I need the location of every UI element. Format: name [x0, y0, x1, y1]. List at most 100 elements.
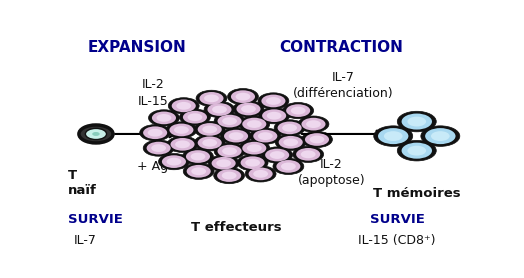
Circle shape: [216, 159, 231, 167]
Circle shape: [151, 144, 166, 152]
Circle shape: [233, 101, 264, 117]
Text: EXPANSION: EXPANSION: [87, 40, 186, 55]
Text: IL-2
(apoptose): IL-2 (apoptose): [298, 158, 365, 187]
Circle shape: [265, 149, 289, 161]
Circle shape: [148, 129, 162, 136]
Circle shape: [157, 114, 171, 122]
Circle shape: [248, 168, 272, 180]
Circle shape: [242, 118, 266, 130]
Circle shape: [208, 155, 239, 171]
Circle shape: [214, 143, 245, 159]
Circle shape: [224, 130, 248, 142]
Circle shape: [222, 117, 237, 125]
Circle shape: [140, 125, 171, 141]
Circle shape: [242, 142, 266, 155]
Circle shape: [241, 156, 265, 169]
Text: IL-7
(différenciation): IL-7 (différenciation): [293, 71, 394, 100]
Circle shape: [278, 121, 302, 134]
Circle shape: [214, 113, 245, 129]
Circle shape: [158, 153, 189, 170]
Circle shape: [236, 103, 260, 115]
Circle shape: [188, 113, 202, 121]
Circle shape: [236, 93, 250, 101]
Circle shape: [166, 122, 197, 138]
Circle shape: [174, 126, 189, 134]
Circle shape: [175, 140, 190, 148]
Circle shape: [222, 172, 236, 180]
Circle shape: [247, 144, 261, 152]
Circle shape: [143, 126, 167, 139]
Circle shape: [262, 147, 292, 163]
Circle shape: [191, 167, 206, 175]
Circle shape: [253, 130, 277, 142]
Circle shape: [247, 120, 261, 128]
Circle shape: [374, 126, 413, 147]
Text: CONTRACTION: CONTRACTION: [280, 40, 403, 55]
Circle shape: [183, 163, 214, 179]
Circle shape: [186, 150, 210, 163]
Circle shape: [239, 140, 270, 156]
Circle shape: [261, 95, 286, 107]
Circle shape: [397, 140, 436, 161]
Circle shape: [421, 126, 460, 147]
Circle shape: [237, 155, 268, 171]
Circle shape: [306, 120, 321, 128]
Circle shape: [143, 140, 174, 156]
Circle shape: [310, 136, 324, 143]
Circle shape: [217, 115, 242, 127]
Circle shape: [214, 167, 245, 184]
Circle shape: [212, 106, 227, 113]
Circle shape: [177, 102, 191, 110]
Circle shape: [202, 126, 217, 133]
Circle shape: [239, 116, 270, 132]
Circle shape: [231, 90, 255, 103]
Circle shape: [183, 111, 207, 123]
Circle shape: [431, 131, 450, 141]
Circle shape: [250, 128, 281, 144]
Circle shape: [274, 120, 305, 136]
Circle shape: [279, 136, 303, 149]
Circle shape: [301, 118, 325, 130]
Circle shape: [408, 146, 426, 156]
Text: IL-2
IL-15: IL-2 IL-15: [137, 78, 168, 108]
Circle shape: [258, 93, 289, 109]
Circle shape: [198, 136, 222, 149]
Text: T
naïf: T naïf: [68, 169, 96, 197]
Circle shape: [221, 128, 252, 144]
Circle shape: [267, 112, 281, 120]
Circle shape: [401, 143, 432, 159]
Circle shape: [162, 155, 186, 168]
Text: IL-7: IL-7: [73, 235, 96, 247]
Circle shape: [266, 97, 281, 105]
Circle shape: [228, 132, 244, 140]
Circle shape: [384, 131, 402, 141]
Circle shape: [187, 165, 211, 178]
Circle shape: [182, 148, 213, 165]
Circle shape: [378, 128, 408, 144]
Circle shape: [241, 105, 256, 113]
Circle shape: [305, 133, 329, 146]
Circle shape: [245, 166, 276, 182]
Circle shape: [222, 147, 237, 155]
Text: T effecteurs: T effecteurs: [191, 220, 281, 234]
Circle shape: [401, 113, 432, 130]
Circle shape: [92, 132, 100, 136]
Circle shape: [298, 116, 329, 132]
Circle shape: [208, 103, 232, 116]
Circle shape: [262, 109, 286, 122]
Circle shape: [79, 125, 113, 143]
Circle shape: [286, 104, 310, 117]
Circle shape: [204, 101, 235, 118]
Circle shape: [408, 116, 426, 126]
Circle shape: [147, 142, 171, 155]
Text: SURVIE: SURVIE: [370, 213, 425, 226]
Circle shape: [152, 111, 176, 124]
Circle shape: [253, 170, 268, 178]
Circle shape: [217, 145, 242, 157]
Circle shape: [270, 151, 285, 159]
Circle shape: [283, 103, 314, 119]
Circle shape: [276, 160, 300, 173]
Circle shape: [191, 153, 205, 160]
Circle shape: [258, 132, 272, 140]
Circle shape: [296, 148, 320, 161]
